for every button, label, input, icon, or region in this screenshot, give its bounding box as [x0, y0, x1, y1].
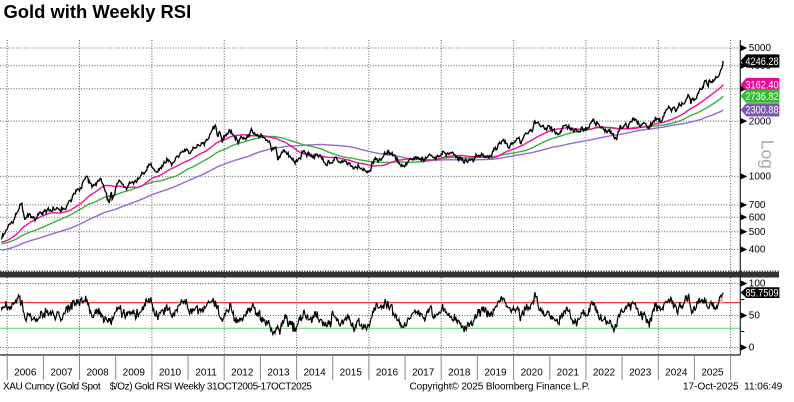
svg-text:2300.88: 2300.88	[745, 105, 778, 117]
svg-text:Copyright© 2025 Bloomberg Fina: Copyright© 2025 Bloomberg Finance L.P.	[410, 382, 590, 393]
svg-text:100: 100	[749, 279, 766, 290]
svg-text:2023: 2023	[629, 367, 652, 378]
svg-text:2011: 2011	[195, 367, 217, 378]
svg-text:Log: Log	[758, 140, 778, 169]
svg-text:5000: 5000	[749, 43, 772, 54]
svg-text:4246.28: 4246.28	[745, 56, 778, 68]
svg-text:2019: 2019	[484, 367, 507, 378]
svg-text:1000: 1000	[749, 172, 772, 183]
svg-text:2017: 2017	[412, 367, 435, 378]
svg-text:2022: 2022	[593, 367, 616, 378]
svg-text:Gold with Weekly RSI: Gold with Weekly RSI	[4, 1, 192, 22]
svg-text:85.7509: 85.7509	[745, 287, 778, 299]
svg-text:2015: 2015	[340, 367, 363, 378]
svg-text:2009: 2009	[123, 367, 146, 378]
svg-text:2012: 2012	[231, 367, 254, 378]
svg-text:2021: 2021	[557, 367, 580, 378]
svg-text:50: 50	[749, 311, 761, 322]
svg-text:600: 600	[749, 212, 766, 223]
svg-text:2000: 2000	[749, 116, 772, 127]
svg-text:2018: 2018	[448, 367, 471, 378]
svg-text:2014: 2014	[303, 367, 326, 378]
svg-text:2007: 2007	[50, 367, 73, 378]
svg-text:2020: 2020	[521, 367, 544, 378]
svg-text:2736.82: 2736.82	[745, 91, 778, 103]
svg-text:2006: 2006	[14, 367, 37, 378]
svg-text:2024: 2024	[665, 367, 688, 378]
svg-text:17-Oct-2025 11:06:49: 17-Oct-2025 11:06:49	[683, 382, 783, 393]
svg-text:2013: 2013	[267, 367, 290, 378]
svg-text:2025: 2025	[701, 367, 724, 378]
svg-text:3162.40: 3162.40	[745, 79, 778, 91]
svg-text:700: 700	[749, 200, 766, 211]
svg-text:2010: 2010	[159, 367, 182, 378]
svg-text:400: 400	[749, 245, 766, 256]
svg-text:0: 0	[749, 343, 755, 354]
svg-text:500: 500	[749, 227, 766, 238]
svg-text:2008: 2008	[86, 367, 109, 378]
svg-text:2016: 2016	[376, 367, 399, 378]
svg-text:XAU Curncy (Gold Spot $/Oz): XAU Curncy (Gold Spot $/Oz) Gold RSI Wee…	[3, 382, 312, 393]
